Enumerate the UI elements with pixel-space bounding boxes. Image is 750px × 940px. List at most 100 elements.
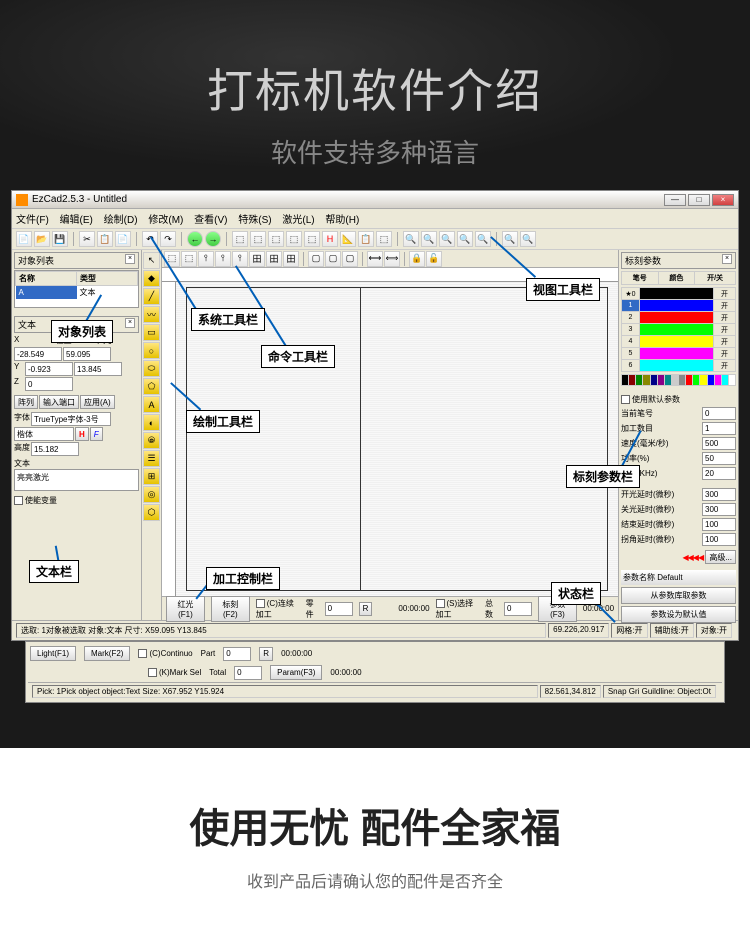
total-input[interactable] bbox=[504, 602, 532, 616]
tool-icon[interactable]: 📐 bbox=[340, 231, 356, 247]
f-button[interactable]: F bbox=[90, 427, 103, 441]
panel-close-icon[interactable]: × bbox=[125, 254, 135, 264]
count-input[interactable] bbox=[702, 422, 736, 435]
panel-close-icon[interactable]: × bbox=[722, 254, 732, 264]
menu-laser[interactable]: 激光(L) bbox=[282, 215, 314, 226]
cmd-icon[interactable]: ▢ bbox=[308, 251, 324, 267]
cur-pen-input[interactable] bbox=[702, 407, 736, 420]
copy-icon[interactable]: 📋 bbox=[97, 231, 113, 247]
cmd-icon[interactable]: 田 bbox=[266, 251, 282, 267]
y-input[interactable] bbox=[25, 362, 73, 376]
menu-draw[interactable]: 绘制(D) bbox=[104, 215, 138, 226]
save-icon[interactable]: 💾 bbox=[52, 231, 68, 247]
tool-icon[interactable]: ⬚ bbox=[268, 231, 284, 247]
curve-icon[interactable]: 〰 bbox=[143, 306, 160, 323]
polygon-icon[interactable]: ⬠ bbox=[143, 378, 160, 395]
select-icon[interactable]: ↖ bbox=[143, 252, 160, 269]
light-button[interactable]: Light(F1) bbox=[30, 646, 76, 661]
tool-icon[interactable]: ⬚ bbox=[286, 231, 302, 247]
shape-icon[interactable]: ⊞ bbox=[143, 468, 160, 485]
tool-icon[interactable]: ⬚ bbox=[250, 231, 266, 247]
freq-input[interactable] bbox=[702, 467, 736, 480]
close-button[interactable]: × bbox=[712, 194, 734, 206]
cmd-icon[interactable]: ▢ bbox=[325, 251, 341, 267]
part-input[interactable] bbox=[325, 602, 353, 616]
go2-icon[interactable]: → bbox=[205, 231, 221, 247]
menu-view[interactable]: 查看(V) bbox=[194, 215, 227, 226]
cmd-icon[interactable]: 🔓 bbox=[426, 251, 442, 267]
tool-icon[interactable]: ⬚ bbox=[304, 231, 320, 247]
cmd-icon[interactable]: ⫯ bbox=[198, 251, 214, 267]
new-icon[interactable]: 📄 bbox=[16, 231, 32, 247]
menu-special[interactable]: 特殊(S) bbox=[238, 215, 271, 226]
x-input[interactable] bbox=[14, 347, 62, 361]
shape-icon[interactable]: 🞋 bbox=[143, 432, 160, 449]
poly-delay-input[interactable] bbox=[702, 533, 736, 546]
off-delay-input[interactable] bbox=[702, 503, 736, 516]
tool-icon[interactable]: ⬚ bbox=[376, 231, 392, 247]
cmd-icon[interactable]: ⫯ bbox=[215, 251, 231, 267]
pen-table[interactable]: 笔号颜色开/关 bbox=[621, 271, 736, 285]
w-input[interactable] bbox=[63, 347, 111, 361]
circle-icon[interactable]: ○ bbox=[143, 342, 160, 359]
array-button[interactable]: 阵列 bbox=[14, 395, 38, 409]
light-button[interactable]: 红光(F1) bbox=[166, 596, 205, 622]
text-icon[interactable]: A bbox=[143, 396, 160, 413]
text-content[interactable]: 亮亮激光 bbox=[14, 469, 139, 491]
shape-icon[interactable]: ◐ bbox=[143, 414, 160, 431]
ellipse-icon[interactable]: ⬭ bbox=[143, 360, 160, 377]
shape-icon[interactable]: ⬡ bbox=[143, 504, 160, 521]
line-icon[interactable]: ╱ bbox=[143, 288, 160, 305]
mark-button[interactable]: 标刻(F2) bbox=[211, 596, 250, 622]
on-delay-input[interactable] bbox=[702, 488, 736, 501]
h-button[interactable]: H bbox=[75, 427, 89, 441]
mirror-v-icon[interactable]: ⟺ bbox=[384, 251, 400, 267]
apply-button[interactable]: 应用(A) bbox=[80, 395, 115, 409]
height-input[interactable] bbox=[31, 442, 79, 456]
minimize-button[interactable]: — bbox=[664, 194, 686, 206]
maximize-button[interactable]: □ bbox=[688, 194, 710, 206]
cmd-icon[interactable]: 🔒 bbox=[409, 251, 425, 267]
menu-edit[interactable]: 编辑(E) bbox=[60, 215, 93, 226]
advanced-button[interactable]: 高级... bbox=[705, 550, 736, 564]
zoom-icon[interactable]: 🔍 bbox=[475, 231, 491, 247]
cut-icon[interactable]: ✂ bbox=[79, 231, 95, 247]
zoom-icon[interactable]: 🔍 bbox=[502, 231, 518, 247]
z-input[interactable] bbox=[25, 377, 73, 391]
menu-file[interactable]: 文件(F) bbox=[16, 215, 49, 226]
hatch-icon[interactable]: H bbox=[322, 231, 338, 247]
mark-button[interactable]: Mark(F2) bbox=[84, 646, 130, 661]
zoom-icon[interactable]: 🔍 bbox=[520, 231, 536, 247]
mirror-h-icon[interactable]: ⟷ bbox=[367, 251, 383, 267]
cmd-icon[interactable]: 田 bbox=[283, 251, 299, 267]
power-input[interactable] bbox=[702, 452, 736, 465]
save-param-button[interactable]: 参数设为默认值 bbox=[621, 606, 736, 623]
cmd-icon[interactable]: ▢ bbox=[342, 251, 358, 267]
tool-icon[interactable]: 📋 bbox=[358, 231, 374, 247]
font-select[interactable] bbox=[31, 412, 111, 426]
cmd-icon[interactable]: 田 bbox=[249, 251, 265, 267]
panel-close-icon[interactable]: × bbox=[125, 318, 135, 328]
r-button[interactable]: R bbox=[359, 602, 373, 616]
go-icon[interactable]: ← bbox=[187, 231, 203, 247]
port-button[interactable]: 输入端口 bbox=[39, 395, 79, 409]
zoom-icon[interactable]: 🔍 bbox=[403, 231, 419, 247]
zoom-icon[interactable]: 🔍 bbox=[421, 231, 437, 247]
shape-icon[interactable]: ◎ bbox=[143, 486, 160, 503]
load-param-button[interactable]: 从参数库取参数 bbox=[621, 587, 736, 604]
redo-icon[interactable]: ↷ bbox=[160, 231, 176, 247]
speed-input[interactable] bbox=[702, 437, 736, 450]
shape-icon[interactable]: ☰ bbox=[143, 450, 160, 467]
object-list[interactable]: 名称类型 A文本 bbox=[14, 270, 139, 308]
paste-icon[interactable]: 📄 bbox=[115, 231, 131, 247]
menu-modify[interactable]: 修改(M) bbox=[148, 215, 183, 226]
zoom-icon[interactable]: 🔍 bbox=[439, 231, 455, 247]
menu-help[interactable]: 帮助(H) bbox=[325, 215, 359, 226]
end-delay-input[interactable] bbox=[702, 518, 736, 531]
cmd-icon[interactable]: ⫯ bbox=[232, 251, 248, 267]
open-icon[interactable]: 📂 bbox=[34, 231, 50, 247]
cmd-icon[interactable]: ⬚ bbox=[181, 251, 197, 267]
font-style-select[interactable] bbox=[14, 427, 74, 441]
rect-icon[interactable]: ▭ bbox=[143, 324, 160, 341]
zoom-icon[interactable]: 🔍 bbox=[457, 231, 473, 247]
